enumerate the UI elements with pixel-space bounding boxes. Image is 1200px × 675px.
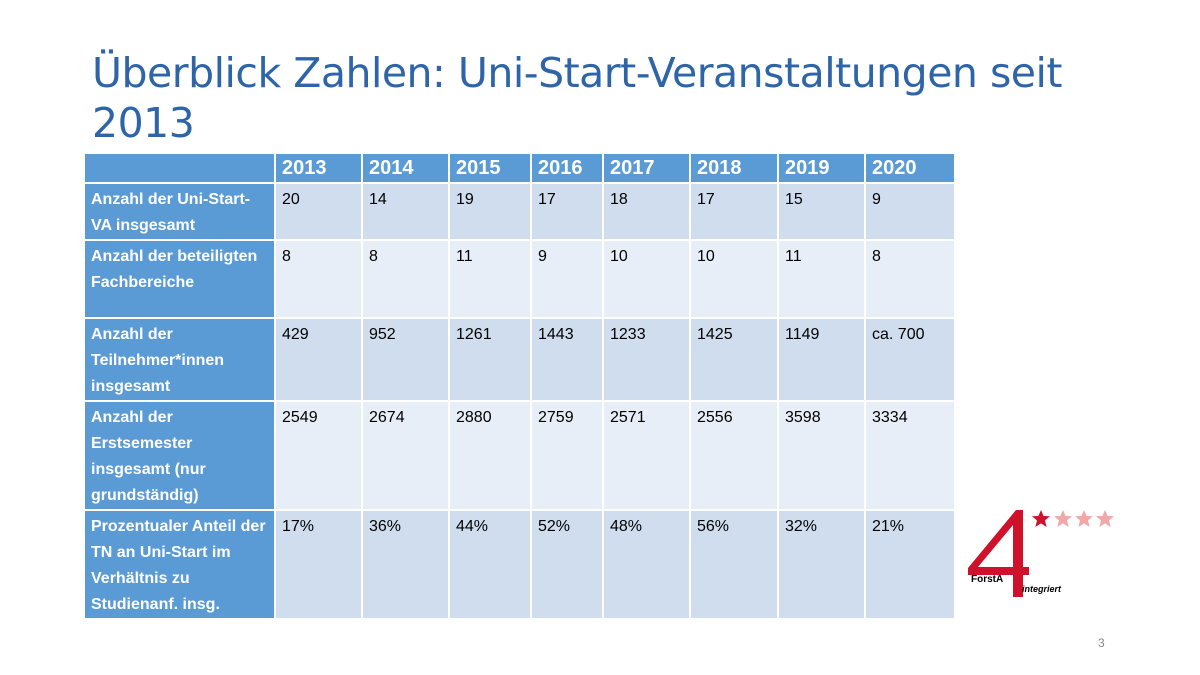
- table-cell: 429: [274, 317, 363, 402]
- table-header-row: 2013 2014 2015 2016 2017 2018 2019 2020: [83, 152, 956, 184]
- forsta-logo: ForstA integriert: [965, 505, 1125, 600]
- header-year: 2020: [864, 152, 956, 184]
- header-year: 2018: [689, 152, 779, 184]
- table-cell: 11: [777, 239, 866, 319]
- logo-brand-text: ForstA: [971, 574, 1004, 585]
- table-cell: 2571: [602, 400, 691, 511]
- table-cell: 32%: [777, 509, 866, 620]
- logo-tagline: integriert: [1022, 584, 1062, 594]
- table-row: Anzahl der Teilnehmer*innen insgesamt 42…: [83, 317, 956, 402]
- table-cell: 17%: [274, 509, 363, 620]
- row-label: Anzahl der Uni-Start-VA insgesamt: [83, 182, 276, 241]
- table-cell: 18: [602, 182, 691, 241]
- statistics-table: 2013 2014 2015 2016 2017 2018 2019 2020 …: [83, 152, 956, 620]
- table-cell: ca. 700: [864, 317, 956, 402]
- table-row: Anzahl der Erstsemester insgesamt (nur g…: [83, 400, 956, 511]
- table-cell: 36%: [361, 509, 450, 620]
- page-number: 3: [1098, 636, 1105, 650]
- table-cell: 3334: [864, 400, 956, 511]
- logo-four: [968, 510, 1029, 597]
- logo-mark: [968, 510, 1114, 597]
- table-cell: 952: [361, 317, 450, 402]
- table-cell: 48%: [602, 509, 691, 620]
- table-cell: 3598: [777, 400, 866, 511]
- table-cell: 2556: [689, 400, 779, 511]
- table-row: Anzahl der Uni-Start-VA insgesamt 20 14 …: [83, 182, 956, 241]
- table-cell: 9: [530, 239, 604, 319]
- table-cell: 15: [777, 182, 866, 241]
- table-cell: 44%: [448, 509, 532, 620]
- row-label: Prozentualer Anteil der TN an Uni-Start …: [83, 509, 276, 620]
- table-cell: 1149: [777, 317, 866, 402]
- star-icon: [1096, 510, 1114, 527]
- header-year: 2017: [602, 152, 691, 184]
- header-corner: [83, 152, 276, 184]
- row-label: Anzahl der beteiligten Fachbereiche: [83, 239, 276, 319]
- table-cell: 8: [274, 239, 363, 319]
- table-cell: 1233: [602, 317, 691, 402]
- star-icon: [1054, 510, 1072, 527]
- table-cell: 10: [602, 239, 691, 319]
- star-icon: [1032, 510, 1050, 527]
- table-cell: 10: [689, 239, 779, 319]
- header-year: 2019: [777, 152, 866, 184]
- row-label: Anzahl der Erstsemester insgesamt (nur g…: [83, 400, 276, 511]
- table-cell: 11: [448, 239, 532, 319]
- row-label: Anzahl der Teilnehmer*innen insgesamt: [83, 317, 276, 402]
- table-cell: 2549: [274, 400, 363, 511]
- slide-title: Überblick Zahlen: Uni-Start-Veranstaltun…: [92, 49, 1063, 147]
- table-cell: 56%: [689, 509, 779, 620]
- table-cell: 1443: [530, 317, 604, 402]
- table-cell: 9: [864, 182, 956, 241]
- table-cell: 8: [361, 239, 450, 319]
- table-cell: 52%: [530, 509, 604, 620]
- table-row: Prozentualer Anteil der TN an Uni-Start …: [83, 509, 956, 620]
- table-cell: 17: [530, 182, 604, 241]
- star-icon: [1075, 510, 1093, 527]
- table-cell: 14: [361, 182, 450, 241]
- table-cell: 8: [864, 239, 956, 319]
- table-cell: 19: [448, 182, 532, 241]
- header-year: 2013: [274, 152, 363, 184]
- table-cell: 2880: [448, 400, 532, 511]
- table-cell: 2759: [530, 400, 604, 511]
- header-year: 2016: [530, 152, 604, 184]
- table-cell: 1261: [448, 317, 532, 402]
- table-cell: 21%: [864, 509, 956, 620]
- table-cell: 20: [274, 182, 363, 241]
- header-year: 2015: [448, 152, 532, 184]
- table-cell: 1425: [689, 317, 779, 402]
- table-cell: 2674: [361, 400, 450, 511]
- table-cell: 17: [689, 182, 779, 241]
- header-year: 2014: [361, 152, 450, 184]
- table-row: Anzahl der beteiligten Fachbereiche 8 8 …: [83, 239, 956, 319]
